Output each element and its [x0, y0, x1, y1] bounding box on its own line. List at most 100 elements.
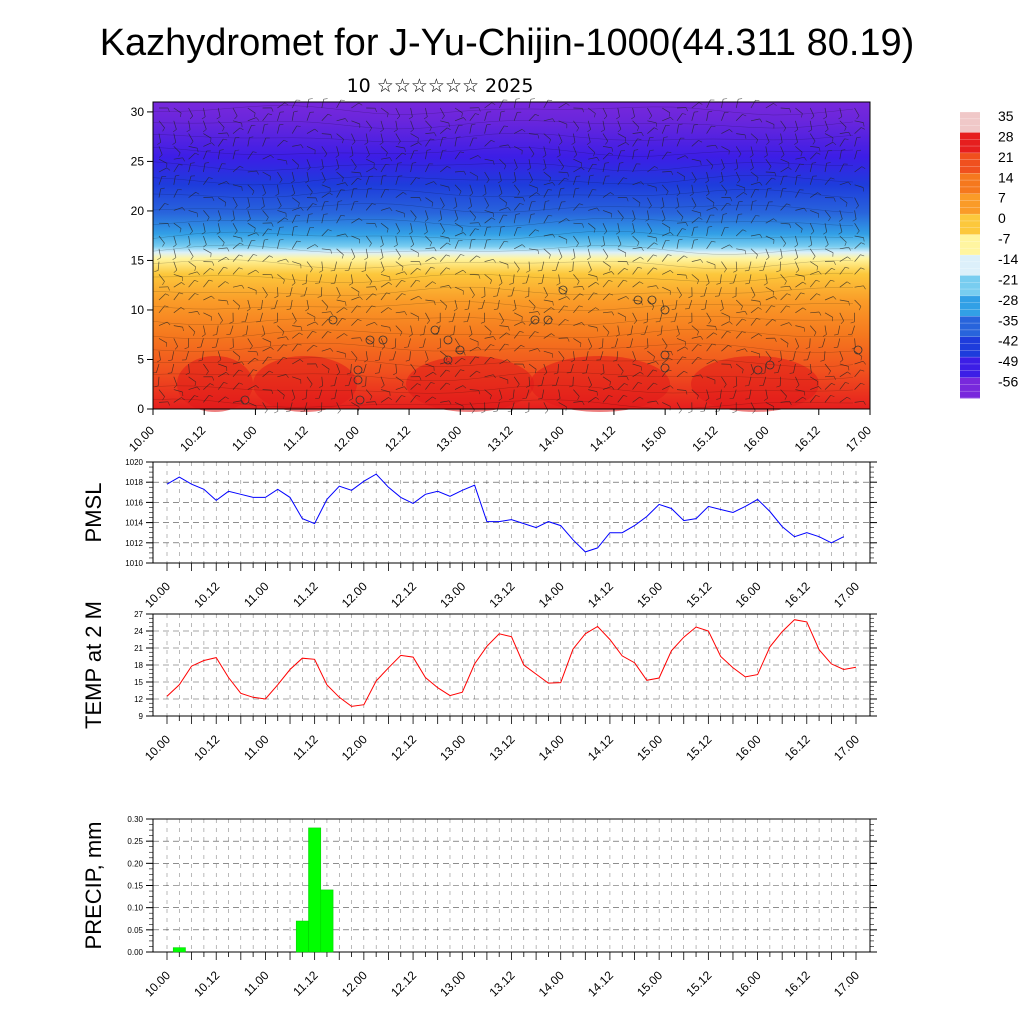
wind-barb-flag — [388, 307, 392, 310]
wind-barb — [247, 170, 257, 173]
wind-barb-flag — [729, 244, 733, 248]
wind-barb — [676, 210, 684, 218]
wind-barb — [188, 107, 194, 117]
wind-barb — [602, 248, 609, 257]
wind-barb — [824, 141, 834, 147]
wind-barb-flag — [533, 306, 536, 311]
wind-barb-flag — [330, 311, 333, 316]
wind-barb — [735, 214, 739, 224]
wind-barb-flag — [705, 193, 710, 197]
wind-barb — [217, 120, 225, 128]
wind-barb — [306, 203, 314, 211]
wind-barb — [854, 267, 862, 275]
wind-barb-flag — [419, 197, 422, 202]
wind-barb — [469, 274, 479, 276]
wind-barb-flag — [419, 334, 424, 336]
wind-barb-flag — [293, 320, 297, 325]
wind-barb-flag — [308, 213, 313, 215]
wind-barb — [602, 163, 606, 173]
wind-barb-flag — [577, 396, 580, 401]
wind-barb-flag — [482, 193, 487, 196]
wind-barb — [439, 137, 443, 147]
wind-barb — [158, 338, 167, 344]
wind-barb-flag — [419, 261, 422, 266]
wind-barb — [484, 389, 492, 396]
precip-bar — [295, 920, 309, 953]
wind-barb-flag — [714, 206, 718, 211]
wind-barb — [454, 269, 464, 275]
wind-barb — [647, 242, 655, 250]
wind-barb-flag — [375, 359, 380, 361]
wind-barb — [721, 159, 725, 168]
wind-barb — [173, 397, 182, 403]
wind-barb-flag — [379, 142, 384, 145]
xtick-label: 10.12 — [191, 732, 222, 763]
wind-barb — [305, 389, 308, 399]
wind-barb-flag — [863, 401, 866, 405]
wind-barb-flag — [335, 154, 340, 158]
wind-barb-flag — [478, 390, 481, 395]
wind-barb-flag — [432, 396, 437, 400]
wind-barb — [365, 351, 368, 361]
wind-barb-flag — [453, 206, 458, 209]
wind-barb-flag — [708, 110, 713, 113]
wind-barb — [617, 363, 624, 372]
wind-barb-flag — [500, 110, 505, 113]
wind-barb-flag — [689, 193, 694, 196]
wind-barb — [810, 210, 819, 215]
wind-barb — [499, 111, 502, 121]
wind-barb-flag — [760, 372, 765, 375]
xtick-label: 14.12 — [585, 579, 616, 610]
wind-barb — [499, 241, 505, 249]
wind-barb-flag — [167, 372, 172, 374]
wind-barb — [780, 146, 785, 155]
wind-barb — [513, 214, 517, 224]
wind-barb-flag — [167, 321, 171, 326]
wind-barb-flag — [512, 308, 517, 312]
wind-barb — [380, 189, 386, 198]
wind-barb — [262, 171, 271, 177]
wind-barb-flag — [441, 230, 445, 235]
wind-barb-flag — [609, 381, 611, 386]
wind-barb — [824, 133, 834, 139]
wind-barb — [365, 389, 373, 397]
xtick-label: 11.12 — [290, 732, 321, 763]
wind-barb — [188, 235, 191, 245]
wind-barb-flag — [625, 142, 630, 146]
wind-barb — [395, 176, 399, 185]
wind-barb-flag — [616, 116, 620, 120]
wind-barb — [558, 177, 565, 186]
wind-barb-flag — [549, 318, 554, 320]
wind-barb — [647, 166, 655, 173]
heatmap-xtick-label: 11.12 — [280, 423, 311, 454]
wind-barb-flag — [544, 295, 548, 299]
wind-barb-flag — [537, 385, 542, 387]
wind-barb-flag — [302, 398, 307, 400]
wind-barb — [469, 287, 475, 296]
wind-barb-flag — [164, 305, 169, 308]
calm-circle — [660, 350, 670, 360]
wind-barb — [306, 112, 311, 121]
colorbar-label: 7 — [998, 190, 1006, 206]
wind-barb — [837, 325, 841, 335]
wind-barb — [573, 146, 578, 155]
wind-barb — [795, 207, 805, 211]
wind-barb-flag — [685, 222, 688, 227]
wind-barb — [762, 376, 767, 386]
wind-barb — [587, 292, 594, 301]
wind-barb-flag — [800, 292, 805, 295]
wind-barb-flag — [818, 311, 822, 316]
wind-barb — [497, 299, 500, 309]
wind-barb — [570, 363, 574, 373]
wind-barb — [721, 376, 727, 385]
wind-barb — [632, 150, 635, 160]
wind-barb-flag — [463, 232, 467, 236]
wind-barb-flag — [509, 283, 514, 285]
wind-barb — [439, 223, 445, 232]
wind-barb — [721, 112, 725, 121]
wind-barb-flag — [194, 381, 197, 386]
wind-barb-flag — [514, 167, 518, 171]
wind-barb-flag — [182, 157, 185, 162]
wind-barb — [511, 287, 515, 296]
wind-barb — [351, 305, 358, 314]
